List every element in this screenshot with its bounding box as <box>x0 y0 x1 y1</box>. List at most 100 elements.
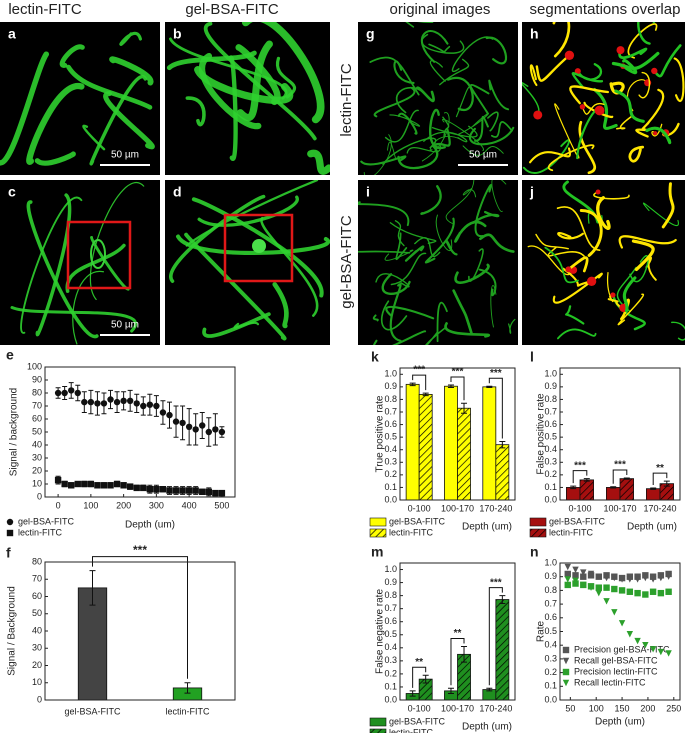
x-axis-label: Depth (um) <box>462 722 512 733</box>
y-tick-label: 50 <box>32 608 42 618</box>
x-axis-label: Depth (um) <box>595 717 645 728</box>
significance-bracket <box>488 377 503 439</box>
y-tick-label: 0.2 <box>384 469 397 479</box>
image <box>358 22 518 175</box>
significance-bracket <box>450 376 465 401</box>
vessel <box>372 314 379 322</box>
vessel <box>454 220 487 243</box>
bar <box>482 386 497 501</box>
vessel <box>579 209 603 257</box>
bar <box>566 487 581 501</box>
significance-bracket <box>450 638 465 686</box>
y-axis-label: Rate <box>536 621 547 643</box>
x-tick-label: 50 <box>565 703 575 713</box>
vessel <box>203 22 317 141</box>
point <box>611 609 618 616</box>
significance-bracket <box>488 587 503 686</box>
column-header: original images <box>390 1 491 18</box>
x-tick-label: 250 <box>666 703 681 713</box>
point <box>626 631 634 638</box>
vessel <box>431 125 478 138</box>
y-tick-label: 40 <box>32 625 42 635</box>
point <box>179 487 186 494</box>
bar <box>646 488 661 501</box>
point <box>166 411 173 419</box>
point <box>618 587 626 594</box>
point <box>212 426 219 433</box>
y-tick-label: 0.1 <box>544 681 557 691</box>
y-tick-label: 40 <box>32 439 42 449</box>
legend-label: gel-BSA-FITC <box>549 516 606 526</box>
vessel <box>462 145 504 156</box>
legend-swatch <box>529 528 547 538</box>
vessel <box>387 141 397 160</box>
vessel <box>406 145 441 154</box>
column-header: gel-BSA-FITC <box>185 1 279 18</box>
legend-label: lectin-FITC <box>18 527 63 537</box>
y-tick-label: 0.0 <box>544 494 557 504</box>
vessel <box>405 22 434 28</box>
panel-letter: i <box>366 184 370 200</box>
row-label: lectin-FITC <box>338 63 355 137</box>
point <box>172 418 180 425</box>
significance-label: *** <box>413 365 425 376</box>
y-tick-label: 80 <box>32 556 42 566</box>
image <box>165 22 330 175</box>
y-tick-label: 30 <box>32 452 42 462</box>
point <box>205 488 212 495</box>
vessel <box>452 289 473 334</box>
vessel <box>198 52 262 130</box>
vessel <box>472 210 500 224</box>
vessel <box>0 51 50 166</box>
point <box>634 589 641 597</box>
error-bar <box>422 674 429 684</box>
legend-label: lectin-FITC <box>389 727 434 733</box>
point <box>634 576 641 583</box>
y-tick-label: 0.7 <box>544 406 557 416</box>
x-axis-label: Depth (um) <box>627 522 677 533</box>
point <box>657 574 665 582</box>
significance-label: ** <box>454 628 462 639</box>
significance-label: *** <box>452 367 464 378</box>
y-tick-label: 0.2 <box>384 668 397 678</box>
point <box>185 423 193 430</box>
vessel-spot <box>610 292 616 298</box>
vessel <box>404 245 425 262</box>
y-tick-label: 0.6 <box>384 616 397 626</box>
y-tick-label: 30 <box>32 643 42 653</box>
vessel <box>535 233 569 250</box>
panel-letter: l <box>530 349 534 365</box>
axis-frame <box>399 562 516 701</box>
x-tick-label: 170-240 <box>479 503 512 513</box>
vessel <box>169 194 266 283</box>
vessel <box>508 318 516 334</box>
vessel <box>557 231 584 240</box>
vessel <box>103 91 155 150</box>
significance-label: *** <box>614 460 626 471</box>
x-tick-label: 200 <box>116 500 131 510</box>
y-axis-label: Signal / background <box>9 388 20 476</box>
error-bar <box>184 682 191 694</box>
vessel <box>109 56 154 86</box>
y-tick-label: 0.0 <box>384 494 397 504</box>
point <box>580 581 587 589</box>
point <box>580 573 587 580</box>
y-tick-label: 0.3 <box>544 457 557 467</box>
vessel <box>552 272 603 304</box>
y-tick-label: 0 <box>37 694 42 704</box>
point <box>94 400 101 407</box>
vessel <box>571 72 604 89</box>
chart-panels: e Signal / background 0 10 20 30 40 50 60 70 80 90 1… <box>6 347 681 733</box>
roi-box <box>223 213 294 283</box>
vessel <box>661 182 675 229</box>
x-tick-label: 500 <box>214 500 229 510</box>
error-bar <box>486 687 493 692</box>
x-tick-label: gel-BSA-FITC <box>64 706 121 716</box>
vessel <box>428 43 451 53</box>
bar <box>606 487 621 501</box>
vessel-spot <box>653 131 658 136</box>
y-tick-label: 0.7 <box>384 406 397 416</box>
x-tick-label: 0 <box>56 500 61 510</box>
vessel <box>414 236 441 258</box>
vessel <box>618 47 648 59</box>
